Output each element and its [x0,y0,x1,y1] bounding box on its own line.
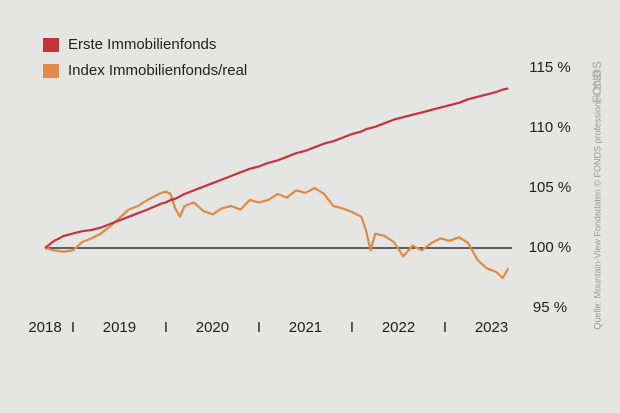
x-tick-label: 2021 [289,319,322,336]
x-tick-label: 2022 [382,319,415,336]
x-tick-label: 2023 [475,319,508,336]
x-tick-label: I [164,319,168,336]
x-tick-label: I [71,319,75,336]
source: Quelle: Mountain-View Fondsdaten © FONDS… [592,70,602,329]
x-tick-label: 2019 [103,319,136,336]
x-tick-label: 2018 [28,319,61,336]
y-tick-label: 105 % [529,179,572,196]
series-line [44,87,509,249]
x-tick-label: I [443,319,447,336]
logo: FONDS [590,61,604,103]
x-tick-label: I [350,319,354,336]
y-tick-label: 95 % [533,299,567,316]
x-tick-label: 2020 [196,319,229,336]
legend-swatch [43,38,59,52]
y-tick-label: 110 % [529,119,570,136]
legend-label: Index Immobilienfonds/real [68,62,247,79]
y-tick-label: 115 % [529,59,570,76]
series-line [44,186,510,280]
x-tick-label: I [257,319,261,336]
y-tick-label: 100 % [529,239,572,256]
legend-label: Erste Immobilienfonds [68,36,216,53]
legend-swatch [43,64,59,78]
